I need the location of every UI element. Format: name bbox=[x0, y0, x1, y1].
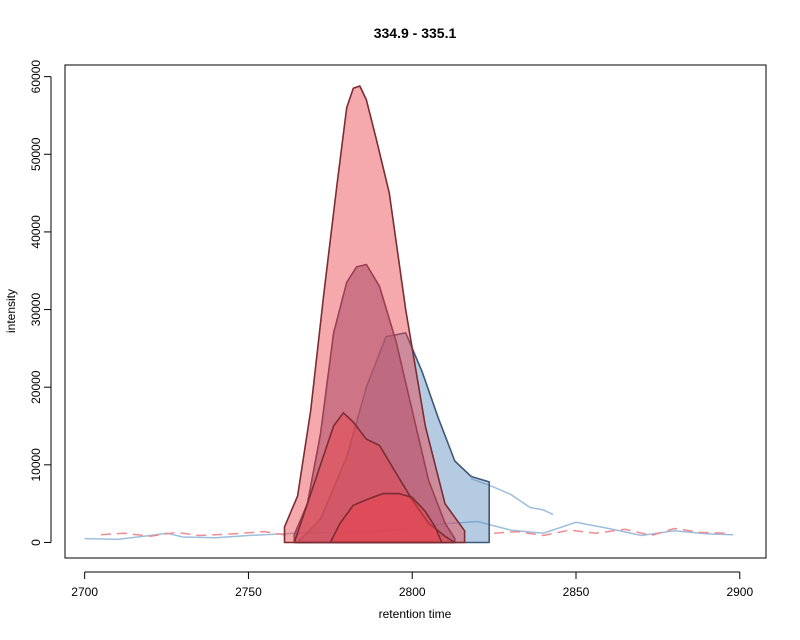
x-tick-label: 2850 bbox=[563, 585, 590, 599]
y-tick-label: 20000 bbox=[29, 370, 43, 404]
y-tick-label: 30000 bbox=[29, 293, 43, 327]
y-tick-label: 40000 bbox=[29, 215, 43, 249]
x-tick-label: 2800 bbox=[399, 585, 426, 599]
peak-2 bbox=[293, 263, 456, 544]
peak-3 bbox=[283, 85, 466, 544]
y-tick-label: 0 bbox=[29, 539, 43, 546]
peak-5 bbox=[329, 492, 443, 544]
chart-title: 334.9 - 335.1 bbox=[374, 25, 457, 41]
y-tick-label: 50000 bbox=[29, 137, 43, 171]
x-tick-label: 2700 bbox=[71, 585, 98, 599]
peak-areas bbox=[283, 85, 490, 544]
y-axis: 0 10000 20000 30000 40000 50000 60000 bbox=[29, 60, 52, 546]
y-tick-label: 10000 bbox=[29, 448, 43, 482]
x-tick-label: 2900 bbox=[726, 585, 753, 599]
y-axis-label: intensity bbox=[4, 289, 18, 333]
x-tick-label: 2750 bbox=[235, 585, 262, 599]
background-line-3 bbox=[100, 530, 288, 538]
y-tick-label: 60000 bbox=[29, 60, 43, 94]
x-axis-label: retention time bbox=[379, 607, 452, 621]
x-axis: 2700 2750 2800 2850 2900 bbox=[71, 571, 753, 599]
background-line-2 bbox=[470, 478, 554, 516]
background-line-4 bbox=[494, 527, 727, 537]
plot-frame bbox=[64, 64, 767, 559]
peak-4 bbox=[293, 412, 456, 544]
